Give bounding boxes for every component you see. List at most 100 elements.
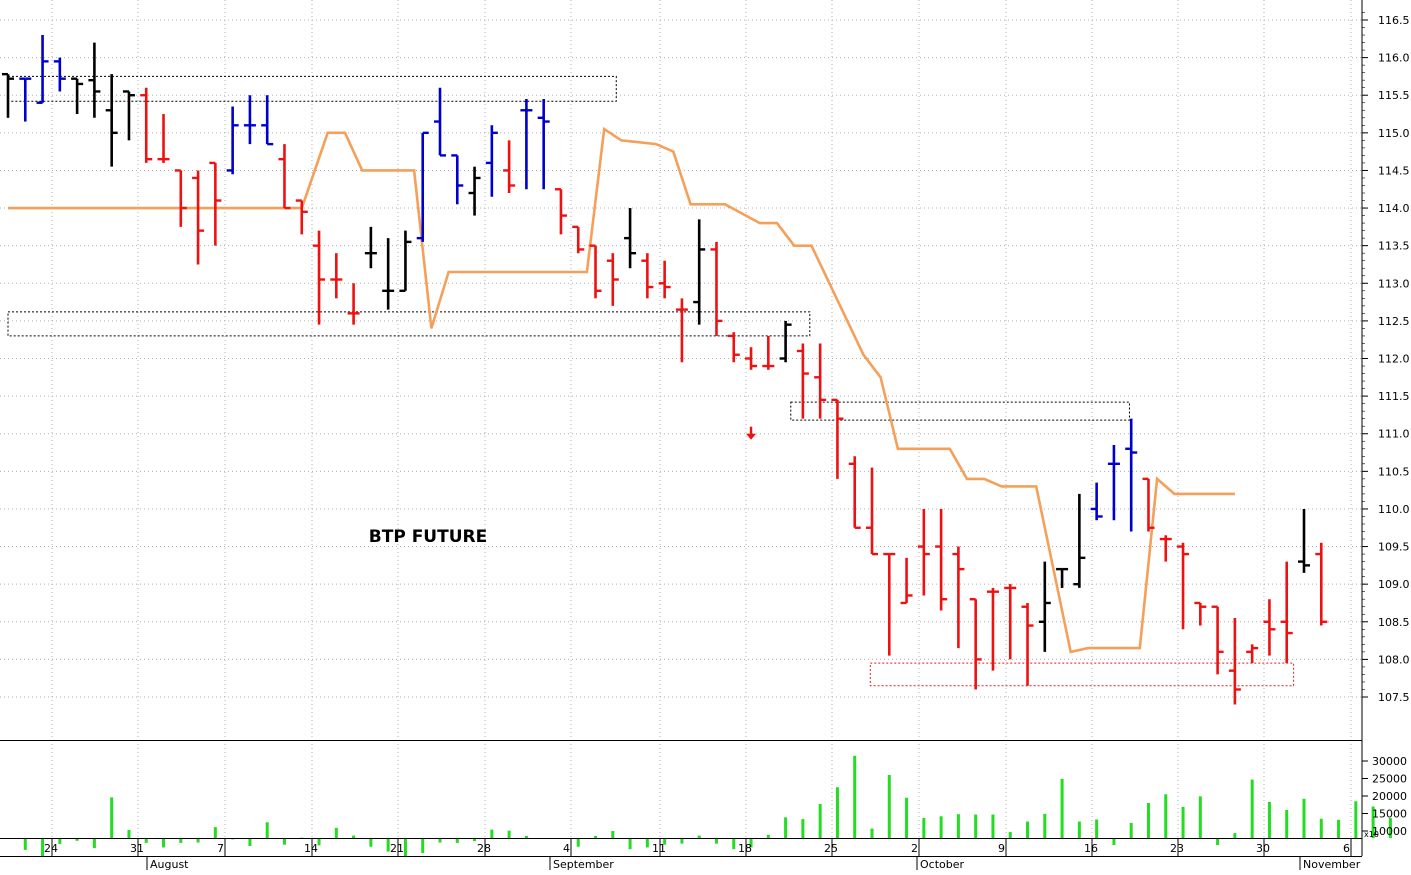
- price-bar-51: [883, 552, 896, 656]
- price-bar-57: [986, 587, 999, 671]
- price-bar-17: [295, 199, 308, 235]
- price-bar-32: [554, 188, 567, 235]
- price-bar-69: [1194, 601, 1207, 626]
- price-bar-71: [1228, 618, 1241, 705]
- price-bar-25: [434, 87, 446, 157]
- price-bar-4: [71, 77, 84, 115]
- price-bar-27: [468, 166, 481, 216]
- price-bar-23: [399, 230, 412, 292]
- zone-box-2: [790, 401, 1130, 421]
- price-bar-52: [900, 557, 913, 605]
- price-bar-63: [1090, 482, 1103, 521]
- price-bar-24: [416, 131, 429, 242]
- price-bar-16: [278, 144, 291, 210]
- price-bar-19: [330, 253, 343, 299]
- price-bar-39: [675, 298, 688, 363]
- price-tick-label-8: 112.5: [1378, 315, 1410, 328]
- volume-tick-label-1: 25000: [1372, 773, 1407, 786]
- price-bar-59: [1021, 602, 1034, 686]
- price-bar-41: [710, 241, 723, 336]
- price-bar-26: [451, 154, 464, 205]
- signal-down-arrow: [746, 426, 757, 440]
- price-tick-label-18: 107.5: [1378, 691, 1410, 704]
- price-bar-20: [347, 283, 360, 325]
- price-bar-47: [814, 343, 827, 419]
- price-bar-15: [261, 95, 274, 146]
- price-tick-label-1: 116.0: [1378, 52, 1410, 65]
- price-bar-40: [693, 219, 706, 325]
- price-bar-8: [140, 87, 153, 163]
- day-tick-label-6: 4: [563, 842, 570, 855]
- price-bar-48: [831, 398, 844, 479]
- price-tick-label-16: 108.5: [1378, 616, 1410, 629]
- price-bar-56: [969, 598, 982, 690]
- price-bar-13: [226, 106, 239, 175]
- day-tick-label-14: 30: [1256, 842, 1270, 855]
- day-tick-label-8: 18: [738, 842, 752, 855]
- price-bar-66: [1142, 477, 1155, 532]
- price-bar-61: [1056, 567, 1069, 588]
- price-bar-3: [53, 57, 66, 92]
- month-label-2: October: [920, 858, 964, 870]
- price-bar-22: [382, 238, 395, 310]
- price-bar-44: [762, 335, 775, 370]
- volume-tick-label-0: 30000: [1372, 755, 1407, 768]
- price-bar-33: [572, 225, 585, 254]
- price-bar-54: [935, 508, 948, 611]
- day-tick-label-9: 25: [824, 842, 838, 855]
- price-bar-43: [745, 347, 758, 370]
- price-bar-75: [1298, 508, 1310, 573]
- price-bar-12: [209, 161, 222, 246]
- price-bar-74: [1280, 561, 1293, 664]
- price-bar-53: [917, 508, 930, 596]
- price-bar-46: [796, 343, 809, 419]
- day-tick-label-7: 11: [652, 842, 666, 855]
- price-bar-58: [1004, 584, 1017, 660]
- day-tick-label-1: 31: [130, 842, 144, 855]
- price-bar-7: [122, 90, 135, 141]
- price-bar-62: [1073, 493, 1086, 588]
- price-bar-29: [503, 140, 516, 194]
- day-tick-label-4: 21: [390, 842, 404, 855]
- axis-tick-labels: 116.5 116.0 115.5 115.0 114.5 114.0 113.5 113.0…: [44, 12, 1410, 871]
- volume-tick-label-2: 20000: [1372, 790, 1407, 803]
- price-bar-21: [364, 226, 377, 269]
- day-tick-label-13: 23: [1170, 842, 1184, 855]
- price-bar-45: [779, 320, 792, 363]
- price-tick-label-2: 115.5: [1378, 89, 1410, 102]
- trend-line-series: [8, 126, 1235, 654]
- volume-tick-label-4: 10000: [1372, 825, 1407, 838]
- price-bar-38: [658, 260, 671, 299]
- price-tick-label-15: 109.0: [1378, 578, 1410, 591]
- price-tick-label-0: 116.5: [1378, 14, 1410, 27]
- price-tick-label-5: 114.0: [1378, 202, 1410, 215]
- price-bar-55: [952, 546, 965, 649]
- price-tick-label-10: 111.5: [1378, 390, 1410, 403]
- day-tick-label-0: 24: [44, 842, 58, 855]
- price-bar-42: [727, 332, 740, 363]
- day-tick-label-5: 28: [477, 842, 491, 855]
- price-bar-60: [1038, 561, 1051, 652]
- volume-tick-label-3: 15000: [1372, 808, 1407, 821]
- price-bar-30: [520, 98, 533, 190]
- month-label-1: September: [553, 858, 614, 870]
- volume-multiplier-label: x10: [1364, 830, 1379, 839]
- volume-bars: [6, 755, 1392, 857]
- price-bar-31: [537, 98, 550, 190]
- price-bar-11: [192, 170, 205, 265]
- price-tick-label-14: 109.5: [1378, 541, 1410, 554]
- day-tick-label-3: 14: [304, 842, 318, 855]
- price-tick-label-9: 112.0: [1378, 353, 1410, 366]
- price-bar-34: [589, 244, 602, 299]
- day-tick-label-2: 7: [217, 842, 224, 855]
- price-bar-68: [1177, 542, 1190, 630]
- day-tick-label-12: 16: [1084, 842, 1098, 855]
- price-bar-18: [313, 230, 326, 325]
- price-tick-label-11: 111.0: [1378, 428, 1410, 441]
- price-bar-35: [606, 253, 619, 306]
- day-tick-label-11: 9: [998, 842, 1005, 855]
- price-bar-0: [2, 72, 14, 118]
- zone-box-3: [869, 662, 1295, 687]
